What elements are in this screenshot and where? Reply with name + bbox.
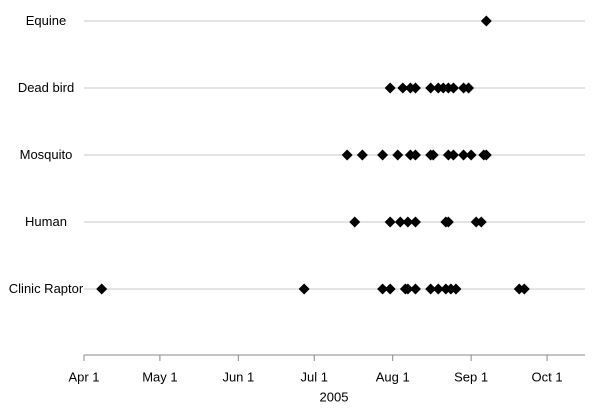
diamond-marker	[394, 216, 406, 228]
diamond-marker	[409, 283, 421, 295]
diamond-marker	[427, 149, 439, 161]
x-axis-label: 2005	[320, 389, 349, 404]
diamond-marker	[377, 149, 389, 161]
diamond-marker	[349, 216, 361, 228]
diamond-marker	[425, 283, 437, 295]
diamond-marker	[402, 283, 414, 295]
diamond-marker	[480, 149, 492, 161]
diamond-marker	[384, 216, 396, 228]
x-tick-label: Jun 1	[222, 369, 254, 384]
category-label: Clinic Raptor	[8, 281, 84, 296]
diamond-marker	[432, 283, 444, 295]
diamond-marker	[458, 149, 470, 161]
diamond-marker	[475, 216, 487, 228]
category-label: Human	[25, 214, 67, 229]
x-tick-label: Oct 1	[532, 369, 563, 384]
diamond-marker	[341, 149, 353, 161]
diamond-marker	[96, 283, 108, 295]
diamond-marker	[425, 82, 437, 94]
category-label: Equine	[25, 13, 67, 28]
diamond-marker	[298, 283, 310, 295]
diamond-marker	[463, 82, 475, 94]
diamond-marker	[465, 149, 477, 161]
diamond-marker	[384, 82, 396, 94]
diamond-marker	[480, 15, 492, 27]
diamond-marker	[377, 283, 389, 295]
x-tick-label: May 1	[142, 369, 177, 384]
x-tick-label: Aug 1	[376, 369, 410, 384]
diamond-marker	[409, 82, 421, 94]
diamond-marker	[447, 82, 459, 94]
x-tick-label: Jul 1	[301, 369, 328, 384]
category-label: Mosquito	[19, 147, 73, 162]
diamond-marker	[392, 149, 404, 161]
diamond-marker	[384, 283, 396, 295]
x-tick-label: Sep 1	[454, 369, 488, 384]
diamond-marker	[450, 283, 462, 295]
diamond-marker	[409, 149, 421, 161]
diamond-marker	[397, 82, 409, 94]
category-label: Dead bird	[17, 80, 75, 95]
diamond-marker	[409, 216, 421, 228]
diamond-marker	[442, 216, 454, 228]
diamond-marker	[356, 149, 368, 161]
diamond-marker	[402, 216, 414, 228]
x-tick-label: Apr 1	[68, 369, 99, 384]
diamond-marker	[447, 149, 459, 161]
diamond-marker	[518, 283, 530, 295]
